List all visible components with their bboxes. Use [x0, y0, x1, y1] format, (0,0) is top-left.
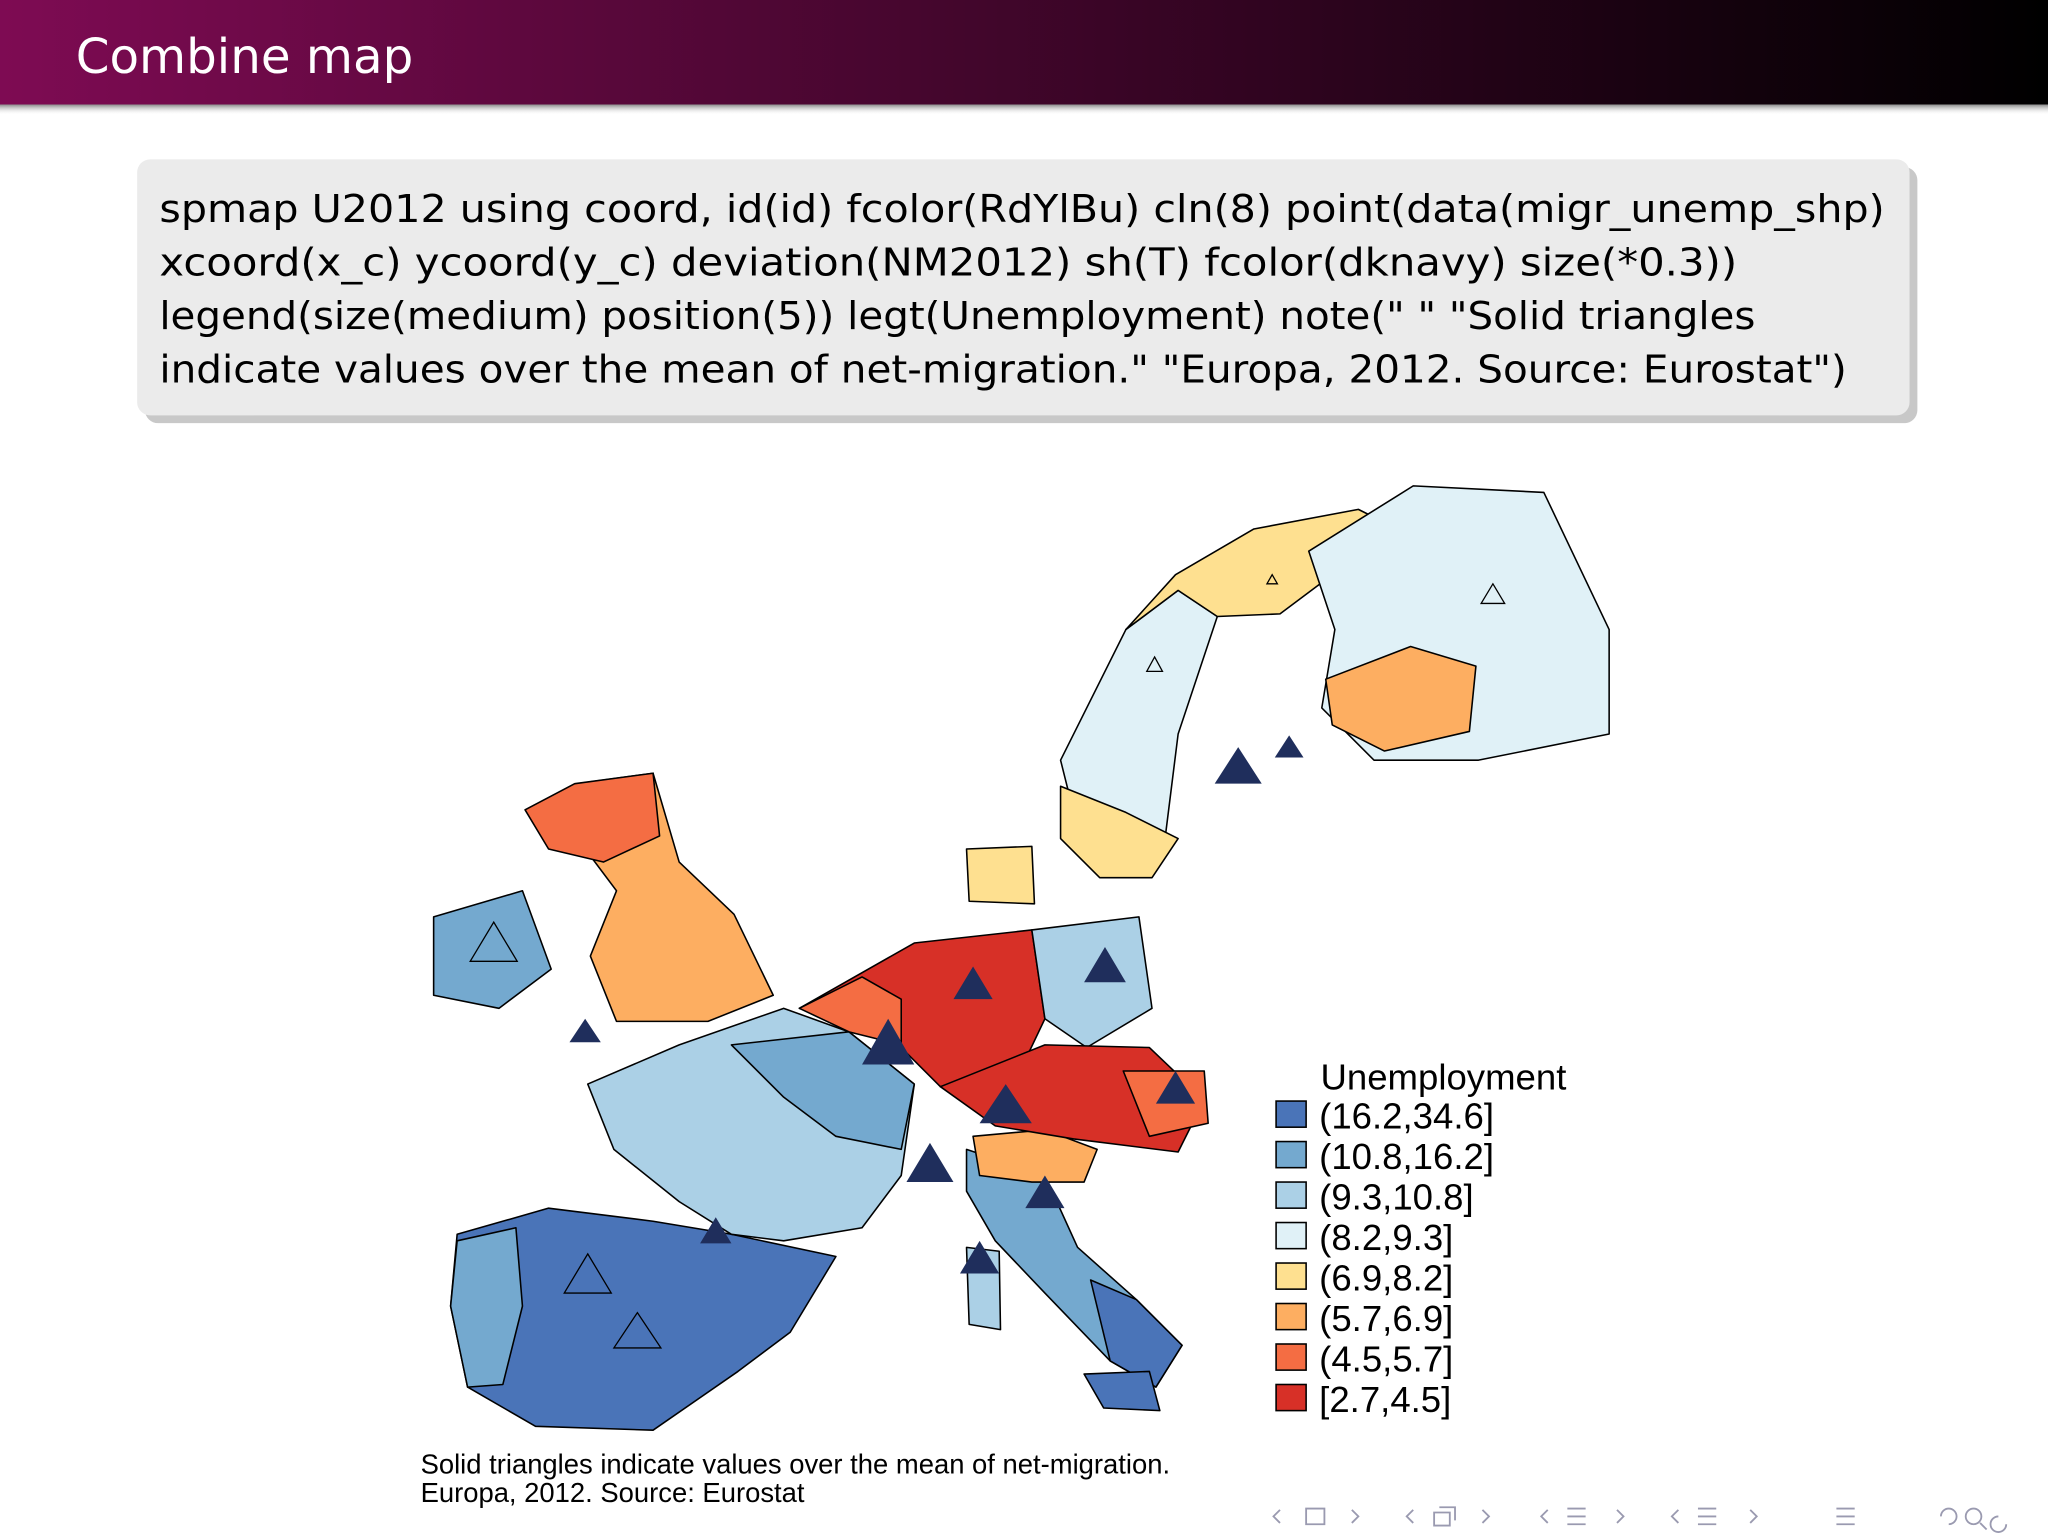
marker	[1265, 573, 1279, 585]
nav-search	[1939, 1507, 2008, 1533]
marker	[953, 966, 993, 1000]
marker	[563, 1252, 613, 1294]
slide-title: Combine map	[76, 29, 413, 85]
marker	[960, 1240, 1000, 1274]
legend-label: (5.7,6.9]	[1319, 1298, 1453, 1339]
legend-swatch	[1275, 1221, 1307, 1250]
region	[1089, 1279, 1183, 1388]
legend-swatch	[1275, 1100, 1307, 1128]
legend-label: (8.2,9.3]	[1319, 1217, 1453, 1258]
legend-swatch	[1275, 1140, 1307, 1169]
map-note: Solid triangles indicate values over the…	[421, 1448, 1171, 1479]
legend-label: (16.2,34.6]	[1319, 1095, 1494, 1136]
legend-label: (10.8,16.2]	[1319, 1136, 1494, 1177]
code-line: legend(size(medium) position(5)) legt(Un…	[159, 294, 1755, 338]
legend-label: (6.9,8.2]	[1319, 1257, 1453, 1298]
region	[1083, 1370, 1161, 1412]
legend-label: [2.7,4.5]	[1319, 1379, 1451, 1420]
marker	[979, 1084, 1032, 1124]
legend-swatch	[1275, 1383, 1307, 1412]
code-line: spmap U2012 using coord, id(id) fcolor(R…	[159, 187, 1884, 231]
migration-markers	[469, 573, 1506, 1349]
marker	[1025, 1175, 1065, 1209]
marker	[1479, 582, 1506, 605]
legend-swatch	[1275, 1181, 1307, 1209]
region	[1324, 645, 1477, 752]
code-line: indicate values over the mean of net-mig…	[159, 348, 1847, 392]
region	[524, 772, 661, 863]
marker	[1274, 735, 1304, 758]
nav-subsection	[1539, 1507, 1625, 1526]
region	[798, 976, 903, 1046]
marker	[1145, 655, 1164, 672]
nav-section	[1405, 1506, 1491, 1527]
nav-frame	[1272, 1507, 1360, 1526]
legend-swatch	[1275, 1343, 1307, 1371]
marker	[1084, 946, 1126, 983]
legend: Unemployment (16.2,34.6](10.8,16.2](9.3,…	[1275, 1056, 1566, 1420]
header-shadow	[0, 104, 2048, 115]
region	[1059, 785, 1179, 879]
legend-label: (4.5,5.7]	[1319, 1338, 1453, 1379]
map-note: Europa, 2012. Source: Eurostat	[421, 1477, 805, 1508]
nav-slide	[1670, 1507, 1759, 1526]
region	[449, 1226, 524, 1388]
code-box	[137, 159, 1910, 416]
marker	[469, 920, 519, 962]
map	[432, 485, 1610, 1431]
legend-swatch	[1275, 1302, 1307, 1331]
marker	[1155, 1071, 1196, 1104]
legend-title: Unemployment	[1320, 1056, 1566, 1097]
region	[965, 845, 1036, 905]
marker	[862, 1018, 915, 1065]
code-line: xcoord(x_c) ycoord(y_c) deviation(NM2012…	[159, 241, 1737, 285]
marker	[906, 1142, 954, 1183]
marker	[700, 1217, 732, 1244]
marker	[1214, 747, 1262, 784]
navigation	[1272, 1506, 2008, 1533]
legend-label: (9.3,10.8]	[1319, 1176, 1473, 1217]
marker	[569, 1018, 601, 1043]
marker	[612, 1311, 663, 1349]
region	[432, 889, 552, 1010]
nav-toc	[1836, 1507, 1855, 1526]
header-bar	[0, 0, 2048, 105]
legend-swatch	[1275, 1262, 1307, 1290]
